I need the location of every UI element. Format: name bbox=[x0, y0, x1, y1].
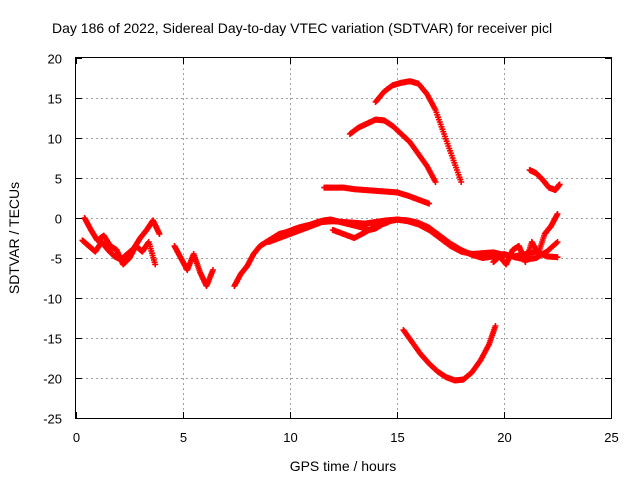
y-tick-label: -5 bbox=[50, 252, 62, 267]
x-tick-label: 5 bbox=[180, 430, 187, 445]
data-point-marker bbox=[458, 179, 465, 185]
x-tick-label: 0 bbox=[73, 430, 80, 445]
x-tick-label: 25 bbox=[604, 430, 618, 445]
data-point-marker bbox=[209, 267, 216, 273]
data-point-marker bbox=[156, 231, 163, 237]
y-tick-label: -15 bbox=[43, 332, 62, 347]
y-tick-label: -20 bbox=[43, 372, 62, 387]
y-tick-label: 20 bbox=[48, 52, 62, 67]
data-point-marker bbox=[553, 239, 560, 246]
y-tick-label: 0 bbox=[55, 212, 62, 227]
y-tick-label: 5 bbox=[55, 172, 62, 187]
data-point-marker bbox=[432, 179, 439, 185]
grid bbox=[76, 58, 611, 418]
data-point-marker bbox=[426, 200, 433, 207]
plot-frame bbox=[75, 57, 612, 419]
axis-ticks: 0 5 10 15 20 25 -25 -20 -15 -10 -5 0 5 10 15 20 bbox=[43, 52, 619, 446]
x-tick-label: 15 bbox=[390, 430, 404, 445]
data-point-marker bbox=[492, 323, 499, 329]
data-point-marker bbox=[554, 254, 561, 261]
y-tick-label: 10 bbox=[48, 132, 62, 147]
data-point-marker bbox=[152, 261, 159, 268]
y-axis-label: SDTVAR / TECUs bbox=[6, 182, 22, 294]
y-tick-label: -10 bbox=[43, 292, 62, 307]
x-axis-label: GPS time / hours bbox=[290, 458, 397, 474]
x-tick-label: 20 bbox=[497, 430, 511, 445]
data-point-marker bbox=[554, 211, 561, 217]
x-tick-label: 10 bbox=[283, 430, 297, 445]
y-tick-label: -25 bbox=[43, 412, 62, 427]
data-point-marker bbox=[556, 181, 563, 188]
data-points bbox=[79, 78, 563, 384]
data-point-marker bbox=[554, 239, 561, 245]
y-tick-label: 15 bbox=[48, 92, 62, 107]
chart-title: Day 186 of 2022, Sidereal Day-to-day VTE… bbox=[52, 20, 552, 36]
